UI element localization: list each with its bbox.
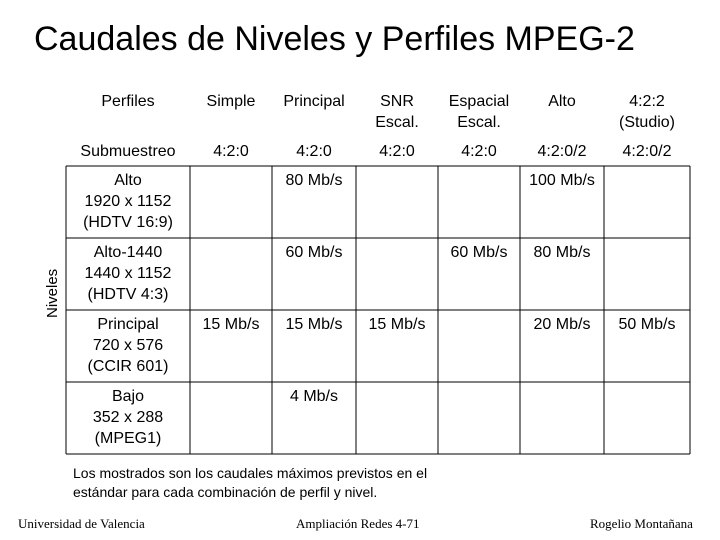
submuestreo-simple: 4:2:0 bbox=[213, 143, 249, 160]
principal-studio-rate: 50 Mb/s bbox=[618, 316, 676, 333]
submuestreo-espacial: 4:2:0 bbox=[461, 143, 497, 160]
footer-center: Ampliación Redes 4-71 bbox=[296, 516, 420, 531]
principal-principal-rate: 15 Mb/s bbox=[285, 316, 343, 333]
footer-left: Universidad de Valencia bbox=[18, 516, 145, 531]
header-submuestreo: Submuestreo bbox=[80, 143, 176, 160]
level-alto: Alto 1920 x 1152 (HDTV 16:9) bbox=[83, 172, 173, 231]
alto1440-espacial-rate: 60 Mb/s bbox=[450, 244, 508, 261]
level-principal: Principal 720 x 576 (CCIR 601) bbox=[87, 316, 169, 375]
alto1440-alto-rate: 80 Mb/s bbox=[533, 244, 591, 261]
header-simple: Simple bbox=[206, 93, 256, 110]
alto-principal-rate: 80 Mb/s bbox=[285, 172, 343, 189]
principal-snr-rate: 15 Mb/s bbox=[368, 316, 426, 333]
submuestreo-studio: 4:2:0/2 bbox=[622, 143, 672, 160]
header-studio: 4:2:2 (Studio) bbox=[618, 93, 676, 131]
header-perfiles: Perfiles bbox=[101, 93, 155, 110]
slide-title: Caudales de Niveles y Perfiles MPEG-2 bbox=[34, 20, 635, 58]
principal-simple-rate: 15 Mb/s bbox=[202, 316, 260, 333]
footer-right: Rogelio Montañana bbox=[590, 516, 693, 531]
footnote: Los mostrados son los caudales máximos p… bbox=[73, 465, 428, 500]
submuestreo-alto: 4:2:0/2 bbox=[537, 143, 587, 160]
bajo-principal-rate: 4 Mb/s bbox=[289, 388, 338, 405]
submuestreo-principal: 4:2:0 bbox=[296, 143, 332, 160]
header-espacial-escal: Espacial Escal. bbox=[448, 93, 510, 131]
header-principal: Principal bbox=[283, 93, 345, 110]
niveles-axis-label: Niveles bbox=[44, 268, 61, 318]
header-alto: Alto bbox=[548, 93, 576, 110]
alto-alto-rate: 100 Mb/s bbox=[529, 172, 595, 189]
submuestreo-snr: 4:2:0 bbox=[379, 143, 415, 160]
alto1440-principal-rate: 60 Mb/s bbox=[285, 244, 343, 261]
header-snr-escal: SNR Escal. bbox=[375, 93, 419, 131]
level-alto-1440: Alto-1440 1440 x 1152 (HDTV 4:3) bbox=[84, 244, 172, 303]
level-bajo: Bajo 352 x 288 (MPEG1) bbox=[92, 388, 164, 447]
principal-alto-rate: 20 Mb/s bbox=[533, 316, 591, 333]
